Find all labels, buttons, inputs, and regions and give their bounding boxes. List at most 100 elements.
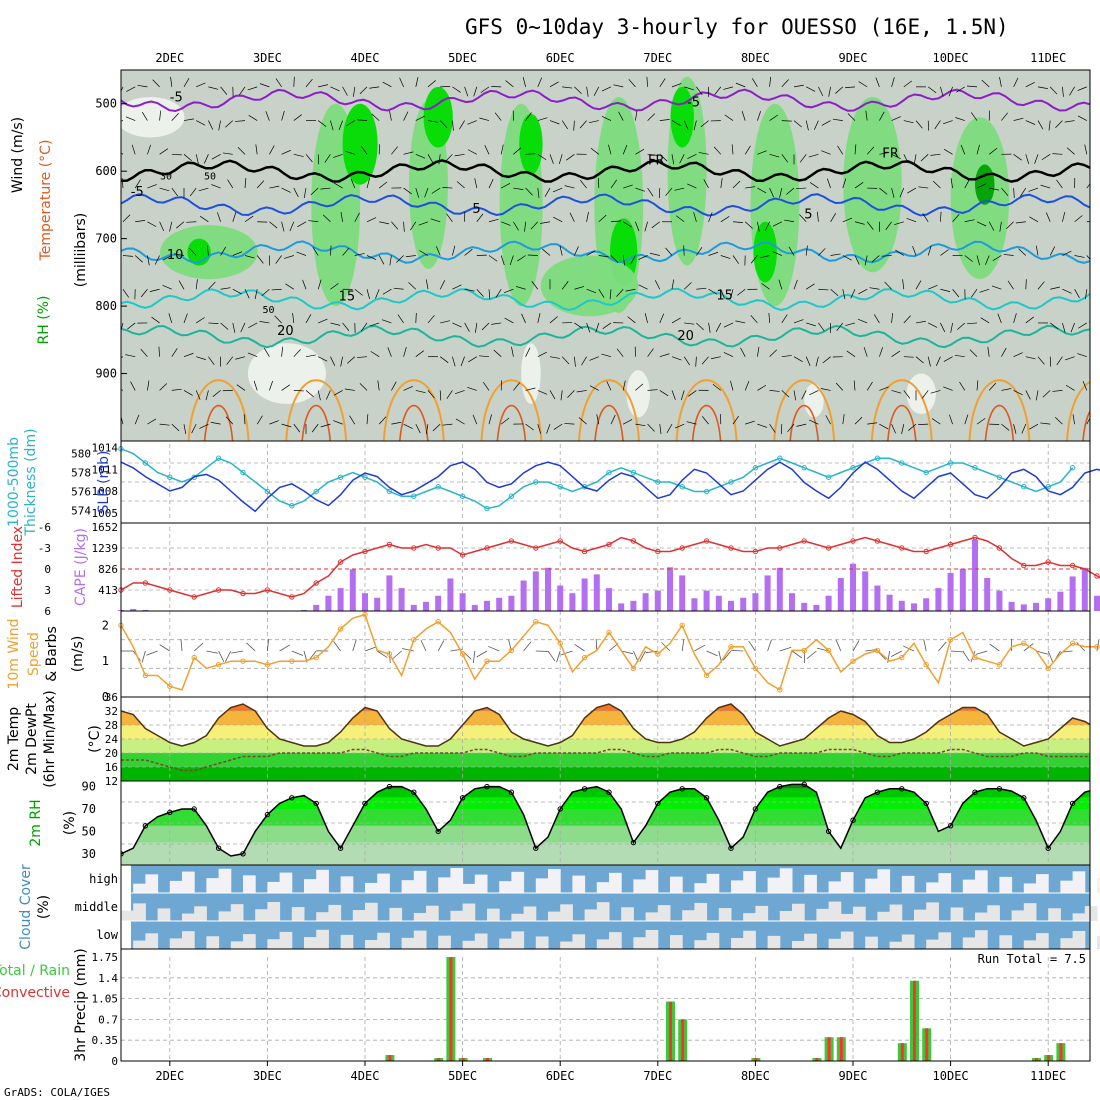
vertical-label: 1000-500mb xyxy=(6,437,22,527)
wind-barb-72 xyxy=(195,279,198,290)
wind-barb-723 xyxy=(915,356,924,364)
wind10-line-point xyxy=(801,647,807,654)
cloud-cell xyxy=(962,879,976,893)
wind-barb-735 xyxy=(921,390,929,399)
wind-barb-792 xyxy=(999,76,1002,87)
wind-barb-329 xyxy=(472,414,478,425)
vertical-label: Temperature (°C) xyxy=(38,140,54,262)
wind10-barb xyxy=(1023,643,1034,652)
wind-barb-305 xyxy=(452,356,456,367)
wind-barb-808 xyxy=(1003,254,1014,256)
cape-bar xyxy=(715,595,722,611)
vertical-label: (milliibars) xyxy=(73,213,89,288)
wind-barb-641 xyxy=(827,178,831,189)
wind-barb-365 xyxy=(525,153,536,155)
cloud-cell xyxy=(1048,908,1061,921)
vertical-label: Wind (m/s) xyxy=(10,117,26,193)
wind-barb-643 xyxy=(830,253,841,256)
wind10-barb xyxy=(962,650,970,662)
wind-barb-78 xyxy=(208,120,214,130)
wind-barb-5 xyxy=(122,255,133,257)
wind-barb-732 xyxy=(928,284,938,290)
wind10-line xyxy=(120,613,1097,691)
wind-barb-702 xyxy=(891,390,902,394)
wind10-line-point xyxy=(581,654,588,661)
wind10-barb xyxy=(267,639,270,652)
cloud-cell xyxy=(377,932,390,949)
cape-bar xyxy=(911,603,917,611)
precip-rain-bar xyxy=(925,1028,929,1061)
thickness-line-point xyxy=(850,465,856,471)
wind-barb-591 xyxy=(769,349,778,357)
wind-barb-281 xyxy=(425,279,429,290)
wind-barb-170 xyxy=(296,251,307,256)
wind-barb-772 xyxy=(976,144,980,155)
wind-barb-509 xyxy=(674,187,685,191)
day-label-top: 7DEC xyxy=(643,51,672,65)
wind10-line-point xyxy=(215,662,222,668)
day-label-bottom: 8DEC xyxy=(741,1069,770,1083)
thickness-line-point xyxy=(1069,465,1076,471)
wind-barb-25 xyxy=(147,184,157,189)
wind10-barb xyxy=(938,641,947,652)
wind-barb-171 xyxy=(302,279,307,290)
cape-bar xyxy=(1033,602,1039,611)
wind-barb-313 xyxy=(464,248,473,256)
rh2m-line-point xyxy=(240,851,246,857)
wind-barb-584 xyxy=(769,114,779,121)
temp-tick: 24 xyxy=(105,733,119,746)
wind-barb-267 xyxy=(415,187,420,198)
wind-barb-813 xyxy=(1013,424,1017,434)
cloud-cell xyxy=(670,876,683,893)
rh2m-line-point xyxy=(899,786,905,792)
thickness-line-point xyxy=(972,465,978,471)
wind10-barb xyxy=(206,650,219,654)
cape-bar xyxy=(459,593,466,611)
rh2m-line-point xyxy=(679,786,685,792)
wind-barb-706 xyxy=(903,154,909,164)
contour-label: -5 xyxy=(687,95,700,110)
wind-barb-787 xyxy=(979,288,990,293)
wind-barb-181 xyxy=(312,246,319,256)
wind-barb-556 xyxy=(730,289,734,299)
rh2m-line-point xyxy=(508,789,515,795)
precip-rain-bar xyxy=(839,1037,843,1061)
wind10-barb xyxy=(224,650,232,662)
wind-barb-541 xyxy=(713,146,722,155)
thickness-tick: 578 xyxy=(71,467,91,480)
rh-shade-21 xyxy=(121,96,185,138)
rh-tick: 30 xyxy=(82,847,96,861)
wind-barb-337 xyxy=(481,322,490,331)
lifted-index-line-point xyxy=(1069,562,1076,569)
thickness-line-point xyxy=(240,469,246,476)
wind-barb-525 xyxy=(695,356,697,367)
wind-barb-33 xyxy=(152,79,160,88)
wind-barb-817 xyxy=(1020,187,1027,197)
wind-barb-703 xyxy=(891,423,896,434)
wind-barb-168 xyxy=(303,187,307,198)
wind-barb-56 xyxy=(183,118,194,121)
wind-barb-30 xyxy=(140,348,148,357)
cape-bar xyxy=(301,609,307,611)
cloud-cell xyxy=(804,874,817,893)
wind-barb-866 xyxy=(1065,356,1075,361)
wind-barb-61 xyxy=(178,280,185,290)
wind-barb-393 xyxy=(549,356,560,359)
cloud-cell xyxy=(316,869,329,893)
cape-bar xyxy=(423,601,429,611)
wind10-barb xyxy=(791,650,803,659)
wind-tick: 2 xyxy=(102,618,109,632)
wind-barb-821 xyxy=(1025,316,1034,324)
wind-barb-349 xyxy=(493,349,502,357)
precip-rain-bar xyxy=(1059,1043,1063,1061)
wind-barb-881 xyxy=(1095,112,1099,121)
lifted-index-line-point xyxy=(581,548,588,555)
wind-barb-180 xyxy=(308,220,319,223)
lifted-index-line-point xyxy=(679,545,685,551)
lifted-index-line-point xyxy=(606,541,612,548)
wind-barb-599 xyxy=(772,251,782,256)
wind-barb-244 xyxy=(391,146,398,155)
lifted-index-line-point xyxy=(313,580,319,586)
cloud-cell xyxy=(779,868,793,893)
thickness-line-point xyxy=(167,474,173,480)
